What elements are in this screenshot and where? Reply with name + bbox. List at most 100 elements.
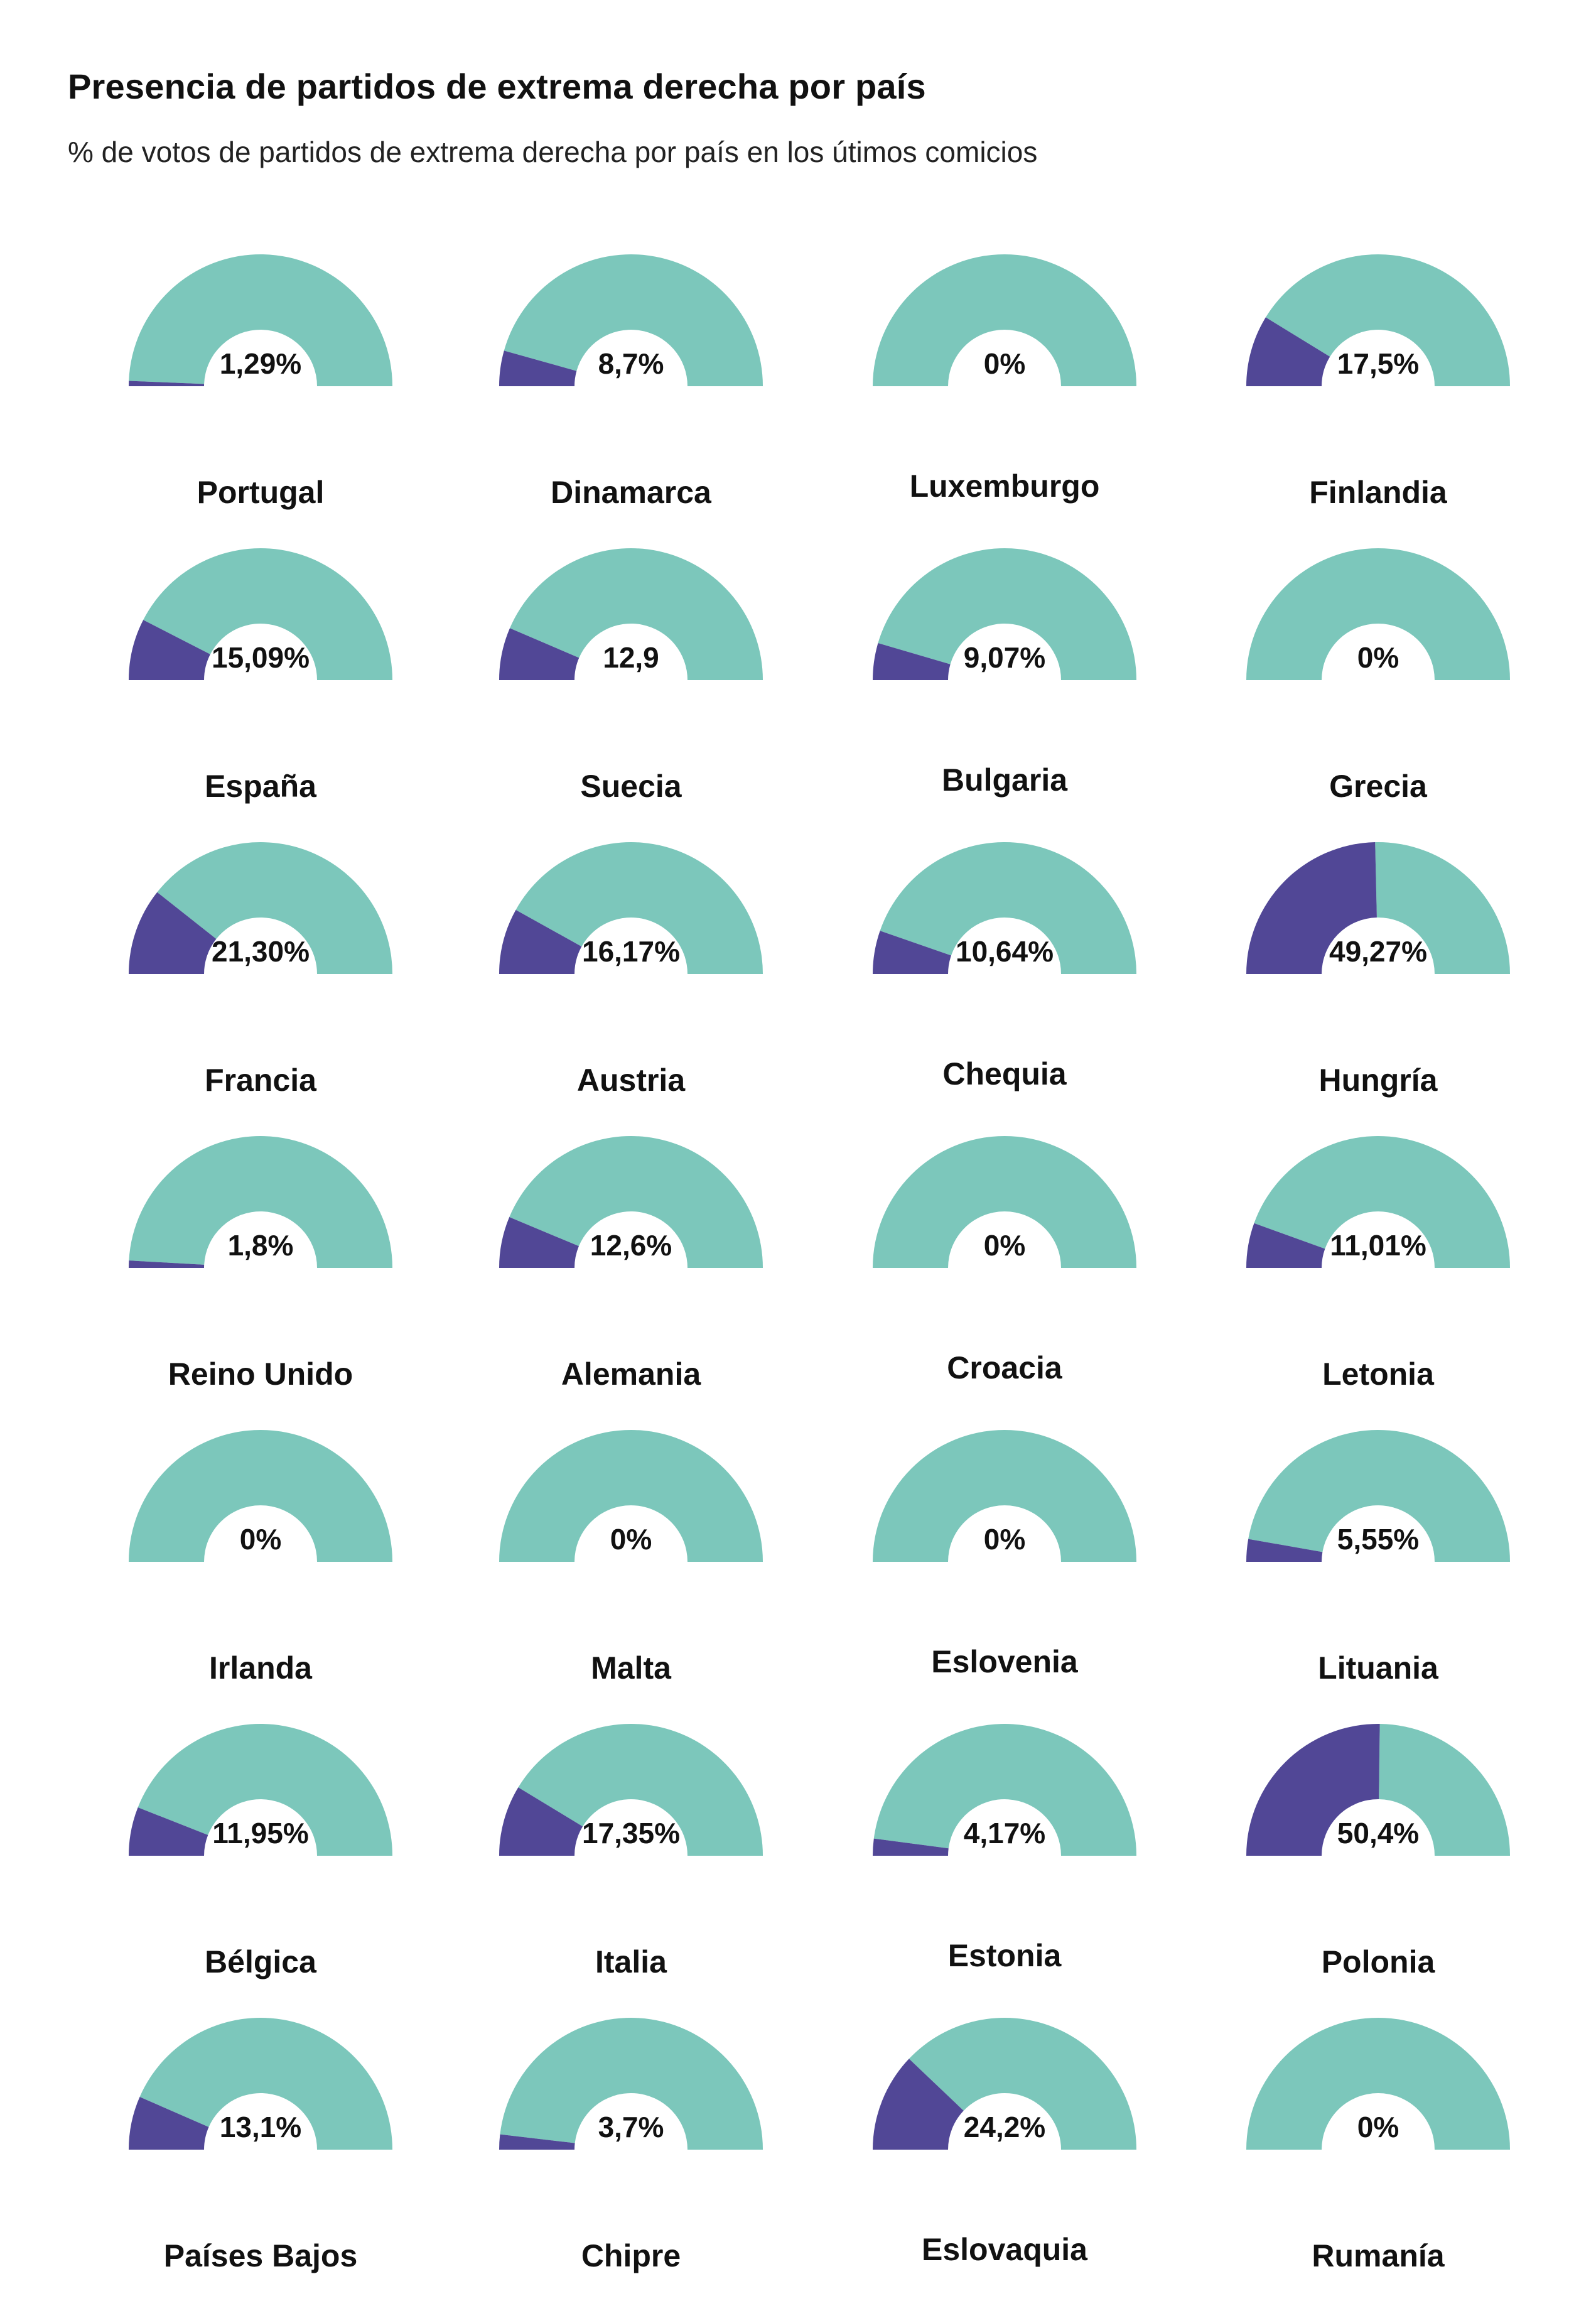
gauge-arc-svg <box>1246 1429 1510 1562</box>
gauge-value-label: 5,55% <box>1337 1523 1420 1556</box>
gauge-value-label: 24,2% <box>963 2111 1046 2143</box>
gauge-irlanda: 0% Irlanda <box>126 1427 396 1709</box>
gauge-country-label: Malta <box>591 1650 671 1686</box>
gauge-country-label: Polonia <box>1321 1944 1435 1979</box>
gauge-value-arc <box>499 1787 583 1856</box>
gauge-background-arc <box>509 1135 763 1268</box>
gauge-country-label: Rumanía <box>1312 2238 1445 2273</box>
gauge-background-arc <box>873 1430 1136 1562</box>
gauge-chequia: 10,64% Chequia <box>870 839 1140 1122</box>
gauge-francia: 21,30% Francia <box>126 839 396 1122</box>
gauge-value-arc <box>873 642 951 680</box>
gauge-value-arc <box>499 2134 575 2150</box>
gauge-value-arc <box>1246 1539 1323 1562</box>
gauge-background-arc <box>129 1135 392 1268</box>
gauge-background-arc <box>1254 1136 1510 1268</box>
gauge-value-arc <box>1246 1223 1325 1268</box>
gauge-country-label: Hungría <box>1318 1063 1438 1098</box>
gauge-background-arc <box>157 842 392 974</box>
gauge-value-label: 17,5% <box>1337 347 1420 380</box>
gauge-value-arc <box>129 1260 205 1268</box>
gauge-background-arc <box>1265 254 1510 386</box>
gauge-arc-svg <box>129 842 392 974</box>
gauge-arc-svg <box>129 2018 392 2150</box>
gauge-letonia: 11,01% Letonia <box>1243 1133 1513 1416</box>
gauge-value-label: 3,7% <box>598 2111 664 2143</box>
gauge-background-arc <box>500 2017 763 2150</box>
gauge-estonia: 4,17% Estonia <box>870 1721 1140 2003</box>
gauge-background-arc <box>518 1724 763 1856</box>
gauge-value-arc <box>499 350 577 386</box>
gauge-reino-unido: 1,8% Reino Unido <box>126 1133 396 1416</box>
gauge-dinamarca: 8,7% Dinamarca <box>496 251 766 534</box>
gauge-arc-svg <box>1246 2018 1510 2150</box>
gauge-portugal: 1,29% Portugal <box>126 251 396 534</box>
gauge-arc-svg <box>129 1724 393 1856</box>
gauge-arc-svg <box>873 1136 1136 1268</box>
gauge-value-arc <box>1246 317 1330 386</box>
gauge-value-arc <box>873 1838 949 1856</box>
gauge-value-label: 0% <box>983 1229 1026 1262</box>
gauge-country-label: Reino Unido <box>168 1356 353 1392</box>
gauge-value-label: 21,30% <box>211 935 310 968</box>
gauge-background-arc <box>504 254 763 386</box>
gauge-country-label: Estonia <box>947 1938 1062 1973</box>
gauge-value-label: 1,29% <box>219 347 302 380</box>
gauge-country-label: Bulgaria <box>941 762 1068 798</box>
gauge-value-label: 4,17% <box>963 1817 1046 1849</box>
gauge-value-arc <box>129 892 217 974</box>
gauge-background-arc <box>880 842 1136 974</box>
gauge-value-label: 15,09% <box>211 641 310 674</box>
gauge-arc-svg <box>499 254 763 386</box>
gauge-alemania: 12,6% Alemania <box>496 1133 766 1416</box>
gauge-value-arc <box>129 381 205 386</box>
gauge-background-arc <box>909 2018 1136 2150</box>
gauge-background-arc <box>878 548 1136 680</box>
gauge-value-arc <box>129 1807 208 1856</box>
gauge-country-label: Chipre <box>581 2238 681 2273</box>
gauge-bulgaria: 9,07% Bulgaria <box>870 545 1140 828</box>
gauge-value-label: 10,64% <box>955 935 1054 968</box>
gauge-arc-svg <box>499 1430 763 1562</box>
gauge-background-arc <box>499 1430 763 1562</box>
gauge-eslovenia: 0% Eslovenia <box>870 1427 1140 1709</box>
gauge-países-bajos: 13,1% Países Bajos <box>126 2015 396 2297</box>
gauge-value-arc <box>499 1217 579 1268</box>
gauge-arc-svg <box>499 842 763 974</box>
chart-title: Presencia de partidos de extrema derecha… <box>68 67 926 106</box>
gauge-bélgica: 11,95% Bélgica <box>126 1721 396 2003</box>
gauge-country-label: Italia <box>595 1944 667 1979</box>
gauge-arc-svg <box>1246 842 1510 974</box>
gauge-finlandia: 17,5% Finlandia <box>1243 251 1513 534</box>
gauge-value-label: 17,35% <box>581 1817 680 1849</box>
gauge-value-label: 0% <box>983 347 1026 380</box>
gauge-rumanía: 0% Rumanía <box>1243 2015 1513 2297</box>
gauge-country-label: Letonia <box>1322 1356 1434 1392</box>
gauge-lituania: 5,55% Lituania <box>1243 1427 1513 1709</box>
gauge-chipre: 3,7% Chipre <box>496 2015 766 2297</box>
gauge-croacia: 0% Croacia <box>870 1133 1140 1416</box>
gauge-value-label: 11,95% <box>212 1817 309 1849</box>
gauge-country-label: Irlanda <box>209 1650 312 1686</box>
gauge-malta: 0% Malta <box>496 1427 766 1709</box>
gauge-arc-svg <box>129 1430 392 1562</box>
gauge-value-label: 12,6% <box>590 1229 672 1262</box>
gauge-background-arc <box>1246 548 1510 680</box>
gauge-background-arc <box>510 548 763 680</box>
gauge-value-arc <box>873 931 951 974</box>
gauge-arc-svg <box>1246 1724 1510 1856</box>
gauge-value-label: 1,8% <box>227 1229 294 1262</box>
gauge-background-arc <box>1375 842 1510 974</box>
gauge-background-arc <box>873 254 1136 386</box>
gauge-value-label: 13,1% <box>219 2111 302 2143</box>
gauge-country-label: Finlandia <box>1309 475 1447 510</box>
gauge-value-label: 8,7% <box>598 347 664 380</box>
gauge-background-arc <box>873 1723 1136 1856</box>
gauge-value-label: 11,01% <box>1330 1229 1426 1262</box>
gauge-country-label: Eslovenia <box>931 1644 1078 1679</box>
gauge-arc-svg <box>499 2017 763 2150</box>
gauge-value-label: 0% <box>1357 641 1399 674</box>
gauge-background-arc <box>515 842 763 974</box>
gauge-country-label: Luxemburgo <box>909 468 1100 504</box>
gauge-value-arc <box>499 909 582 974</box>
